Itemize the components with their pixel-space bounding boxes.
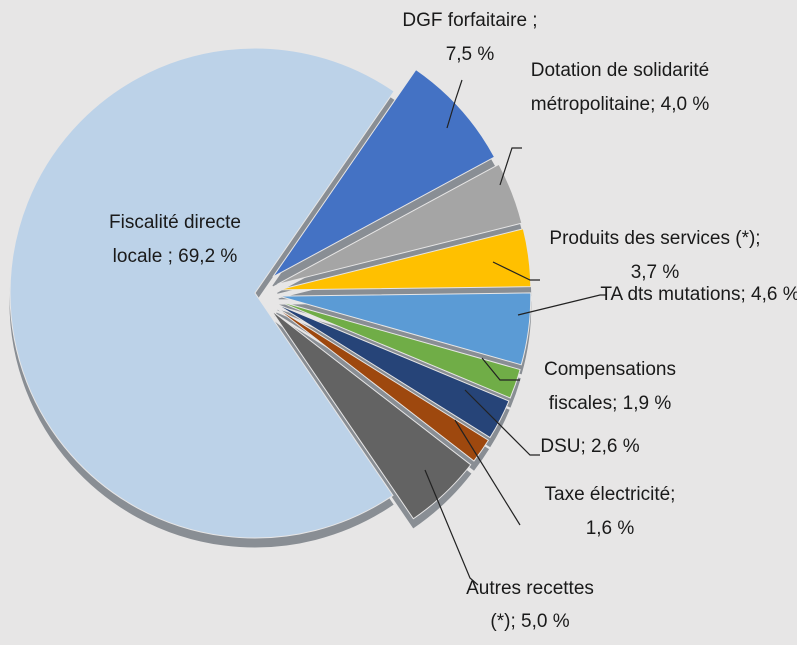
category-label: Compensations fiscales;	[543, 359, 677, 414]
value-label: 1,9 %	[622, 393, 672, 414]
slice-label: Autres recettes (*); 5,0 %	[465, 572, 595, 638]
slice-label: Fiscalité directe locale ; 69,2 %	[85, 206, 265, 274]
slice	[278, 228, 532, 291]
slice-label: TA dts mutations; 4,6 %	[600, 278, 797, 312]
slice	[277, 163, 523, 285]
slice	[272, 68, 496, 278]
value-label: 2,6 %	[591, 436, 640, 457]
category-label: TA dts mutations;	[600, 284, 746, 305]
slice	[9, 47, 395, 539]
category-label: Dotation de solidarité métropolitaine;	[530, 60, 710, 115]
leader-line	[454, 419, 521, 526]
category-label: DGF forfaitaire ;	[402, 10, 538, 31]
slice	[271, 310, 472, 520]
value-label: 7,5 %	[445, 44, 495, 65]
pie	[9, 47, 532, 539]
slice	[274, 306, 490, 462]
value-label: 69,2 %	[178, 246, 238, 267]
leader-line	[492, 261, 540, 281]
leader-line	[424, 469, 479, 586]
category-label: Taxe électricité;	[544, 484, 676, 505]
category-label: DSU;	[540, 436, 586, 457]
value-label: 5,0 %	[521, 611, 570, 632]
leader-line	[464, 389, 540, 456]
slice-label: DGF forfaitaire ; 7,5 %	[360, 4, 580, 72]
slice-label: DSU; 2,6 %	[530, 430, 650, 464]
value-label: 4,6 %	[751, 284, 797, 305]
slice	[277, 300, 521, 399]
category-label: Fiscalité directe locale ;	[109, 212, 241, 267]
leader-line	[446, 79, 463, 129]
leader-line	[517, 294, 606, 316]
slice	[276, 303, 510, 439]
slice	[278, 292, 532, 366]
value-label: 1,6 %	[585, 518, 635, 539]
slice-label: Compensations fiscales; 1,9 %	[515, 353, 705, 421]
category-label: Autres recettes (*);	[466, 578, 594, 632]
slice-label: Taxe électricité; 1,6 %	[535, 478, 685, 546]
value-label: 3,7 %	[630, 262, 680, 283]
leader-line	[481, 357, 520, 381]
value-label: 4,0 %	[660, 94, 710, 115]
category-label: Produits des services (*);	[549, 228, 761, 249]
slice-label: Produits des services (*); 3,7 %	[540, 222, 770, 290]
leader-line	[499, 147, 522, 186]
slice-label: Dotation de solidarité métropolitaine; 4…	[525, 54, 715, 122]
